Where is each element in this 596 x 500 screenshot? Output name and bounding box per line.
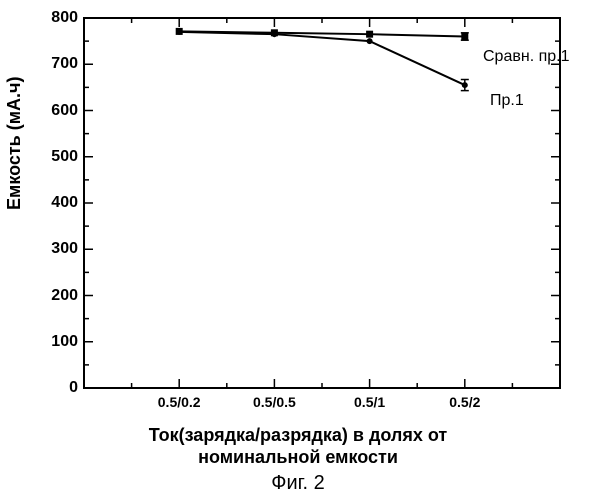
y-axis-label: Емкость (мА.ч) [4, 77, 25, 211]
figure-caption: Фиг. 2 [0, 472, 596, 495]
y-tick-label: 800 [42, 9, 78, 27]
y-tick-label: 700 [42, 55, 78, 73]
series-label: Сравн. пр.1 [483, 48, 569, 66]
y-tick-label: 500 [42, 148, 78, 166]
x-axis-label: Ток(зарядка/разрядка) в долях от номинал… [0, 425, 596, 468]
x-tick-label: 0.5/1 [354, 394, 385, 410]
y-tick-label: 0 [42, 379, 78, 397]
y-tick-label: 600 [42, 102, 78, 120]
capacity-chart: Емкость (мА.ч) Ток(зарядка/разрядка) в д… [0, 0, 596, 500]
x-tick-label: 0.5/0.5 [253, 394, 296, 410]
y-tick-label: 300 [42, 240, 78, 258]
x-tick-label: 0.5/2 [449, 394, 480, 410]
y-tick-label: 200 [42, 287, 78, 305]
x-axis-label-line1: Ток(зарядка/разрядка) в долях от [149, 425, 448, 445]
series-label: Пр.1 [490, 92, 524, 110]
x-axis-label-line2: номинальной емкости [198, 447, 398, 467]
y-tick-label: 100 [42, 333, 78, 351]
x-tick-label: 0.5/0.2 [158, 394, 201, 410]
y-tick-label: 400 [42, 194, 78, 212]
